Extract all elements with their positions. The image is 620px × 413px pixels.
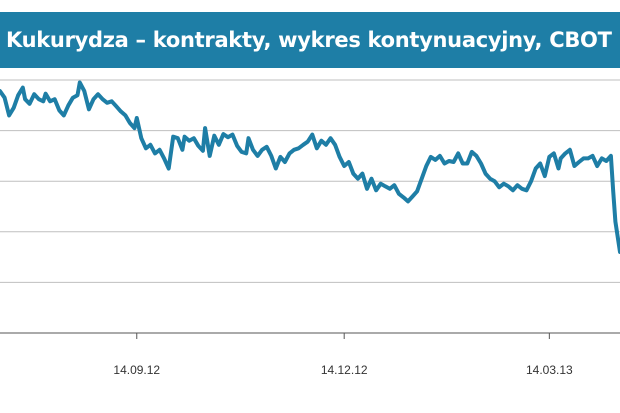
x-axis-ticks <box>136 333 550 339</box>
chart-title: Kukurydza – kontrakty, wykres kontynuacy… <box>6 28 612 52</box>
price-series-line <box>0 80 620 254</box>
x-tick-label-3: 14.03.13 <box>526 363 573 377</box>
gridlines <box>0 79 620 283</box>
chart-title-bar: Kukurydza – kontrakty, wykres kontynuacy… <box>0 12 620 68</box>
x-tick-label-1: 14.09.12 <box>113 363 160 377</box>
x-tick-label-2: 14.12.12 <box>321 363 368 377</box>
x-axis-tick-labels: 14.09.12 14.12.12 14.03.13 <box>113 363 573 377</box>
